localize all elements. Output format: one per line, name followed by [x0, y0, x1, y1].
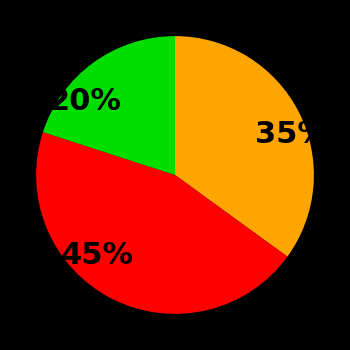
- Wedge shape: [175, 36, 314, 257]
- Wedge shape: [43, 36, 175, 175]
- Text: 20%: 20%: [49, 88, 122, 117]
- Text: 35%: 35%: [256, 119, 328, 148]
- Text: 45%: 45%: [61, 241, 134, 270]
- Wedge shape: [36, 132, 287, 314]
